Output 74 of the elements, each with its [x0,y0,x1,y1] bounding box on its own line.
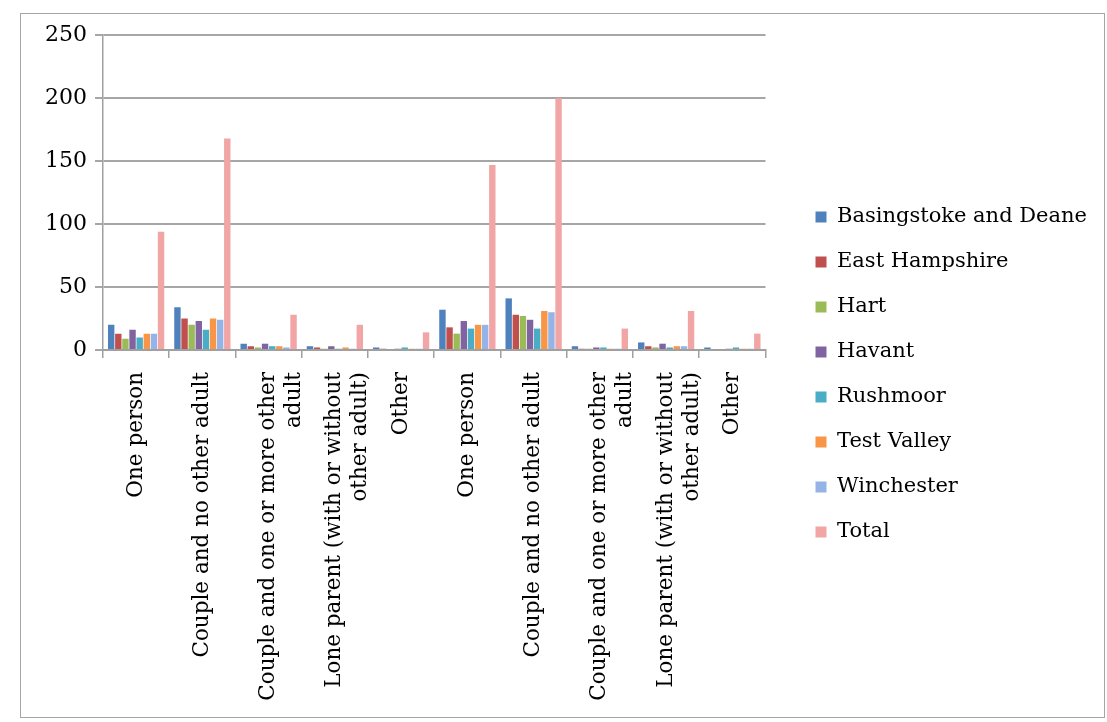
bar [621,328,628,349]
y-tick-label: 200 [44,83,87,109]
bar [439,309,446,349]
bar [460,321,468,349]
bar [157,231,165,349]
x-tick-label: Other [717,371,743,436]
x-tick-label: One person [121,371,147,498]
y-tick-label: 0 [72,335,87,361]
bar [687,310,695,349]
bar [216,319,224,349]
x-tick-label: Lone parent (with or without other adult) [651,371,703,688]
x-tick-label: Couple and one or more other adult [585,371,637,701]
bar [571,346,579,349]
bar [533,328,541,349]
legend-label: Test Valley [837,428,952,453]
bar [195,321,203,349]
bar [555,98,562,349]
bar [174,307,181,349]
bar [659,343,666,349]
bar [489,164,496,349]
bar [467,328,475,349]
bar [136,337,143,349]
bar [268,346,276,349]
bar [181,318,188,349]
bar [150,333,158,349]
bar [224,138,231,349]
x-tick-label: Other [386,371,412,436]
y-tick-label: 250 [44,20,87,46]
legend-label: Total [837,518,890,543]
x-tick-label: Couple and one or more other adult [254,371,305,701]
bar [202,329,210,349]
bar [129,329,136,349]
bar [505,298,512,349]
x-tick-label: Lone parent (with or without other adult) [320,371,372,688]
bar [276,346,283,349]
y-tick-label: 100 [44,209,87,235]
bar [512,314,520,349]
y-tick-label: 50 [58,272,87,298]
bar [446,327,453,349]
bar [115,333,122,349]
legend-label: Winchester [837,473,959,498]
bar [328,346,335,349]
bar [519,316,527,349]
legend-label: Havant [837,338,915,363]
bar [247,346,255,349]
bar [290,314,297,349]
bar [306,346,314,349]
y-tick-label: 150 [44,146,87,172]
x-tick-label: Couple and no other adult [187,371,213,658]
legend-label: Basingstoke and Deane [837,203,1088,228]
bar [645,346,652,349]
x-tick-label: One person [452,371,478,498]
bar [754,333,761,349]
bar [481,324,489,349]
bar [188,324,195,349]
legend-label: Rushmoor [837,383,947,408]
bar [680,346,688,349]
bar [143,333,150,349]
bar [209,318,217,349]
bar [526,319,534,349]
bar [548,312,555,349]
bar [422,332,430,349]
legend-label: East Hampshire [837,248,1009,273]
bar [474,324,482,349]
bar [673,346,681,349]
bar [240,343,247,349]
bar [107,324,115,349]
legend-label: Hart [837,293,887,318]
bar [637,342,645,349]
bar [122,338,129,349]
bar [453,333,460,349]
bar [541,310,548,349]
bar [356,324,363,349]
x-tick-label: Couple and no other adult [519,371,545,658]
